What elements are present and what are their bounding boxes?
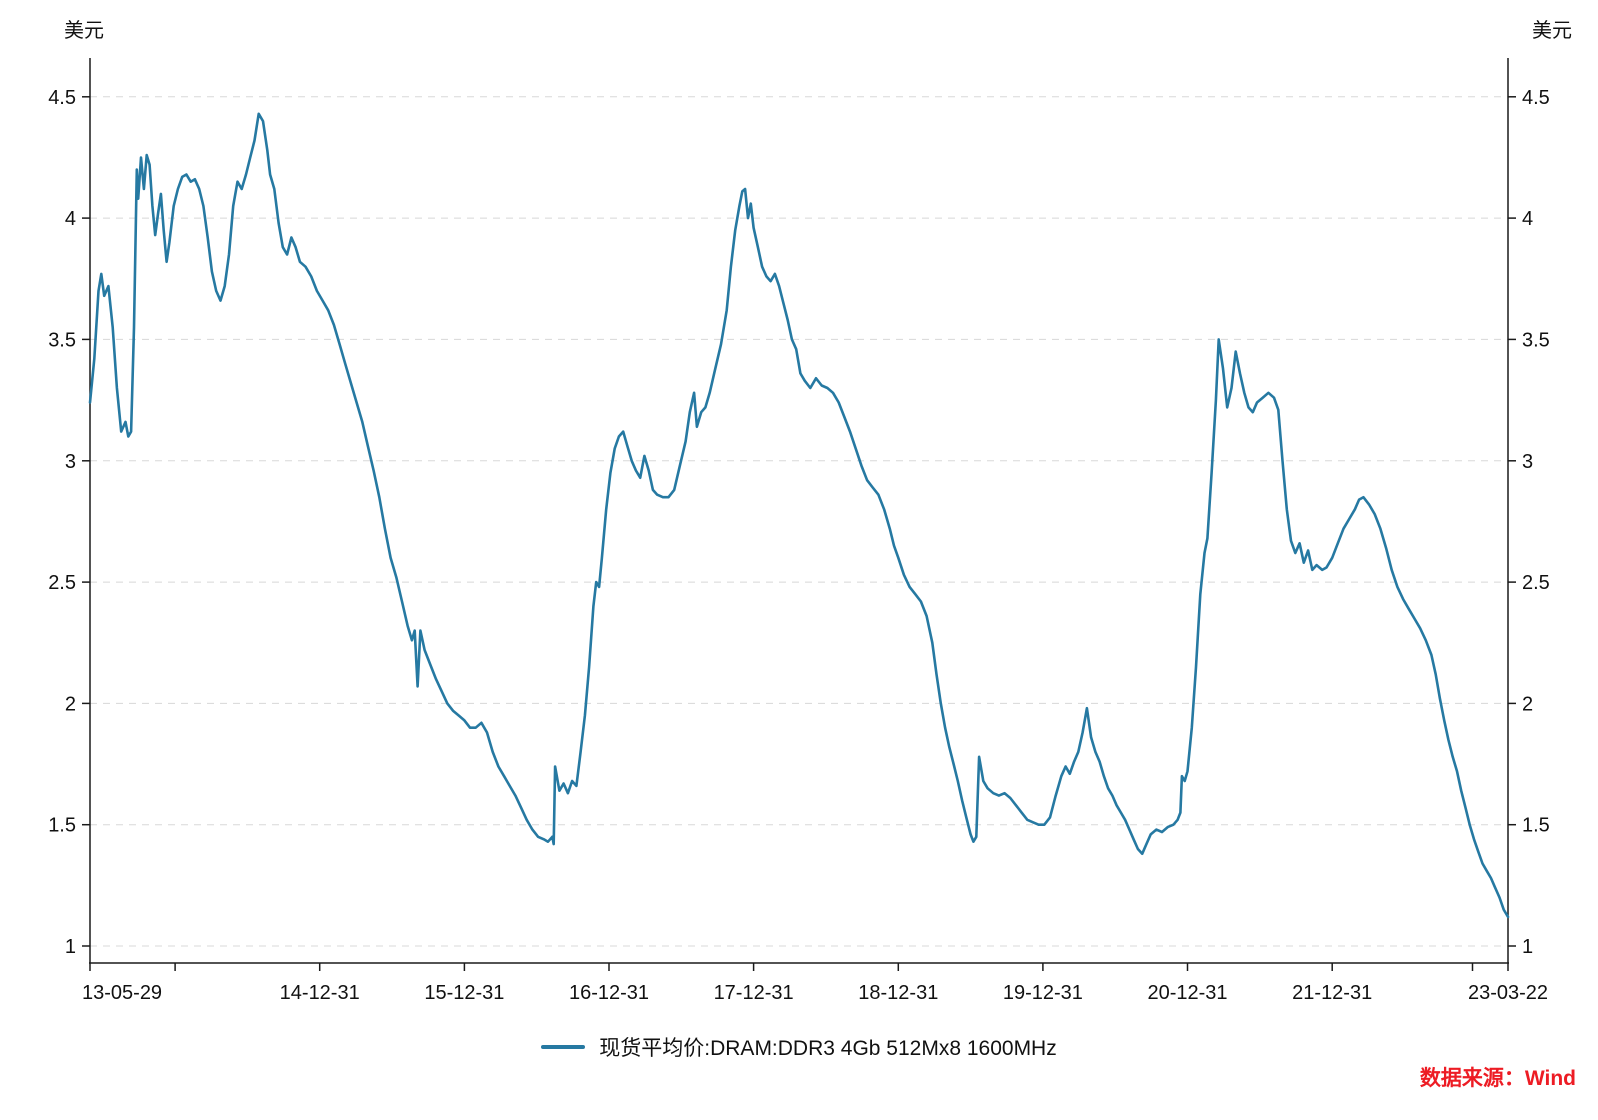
legend: 现货平均价:DRAM:DDR3 4Gb 512Mx8 1600MHz	[0, 1032, 1598, 1062]
x-tick-label: 19-12-31	[1003, 982, 1083, 1004]
y-tick-label-left: 2	[65, 693, 76, 715]
x-tick-label: 16-12-31	[569, 982, 649, 1004]
data-source: 数据来源：Wind	[1419, 1067, 1576, 1090]
y-tick-label-left: 4.5	[48, 87, 76, 109]
y-tick-label-left: 2.5	[48, 572, 76, 594]
y-tick-label-right: 1	[1522, 936, 1533, 958]
y-tick-label-left: 1	[65, 936, 76, 958]
x-tick-label: 23-03-22	[1468, 982, 1548, 1004]
y-tick-label-right: 1.5	[1522, 815, 1550, 837]
x-tick-label: 15-12-31	[424, 982, 504, 1004]
x-tick-label: 18-12-31	[858, 982, 938, 1004]
y-tick-label-left: 4	[65, 208, 76, 230]
y-axis-unit-right: 美元	[1532, 20, 1572, 42]
x-tick-label: 17-12-31	[714, 982, 794, 1004]
dram-price-line-chart: 1 1 1.5 1.5 2 2 2.5 2.5 3 3 3.5 3.5 4 4 4.5 4.5 13-05-29…	[48, 58, 1550, 1004]
y-tick-label-right: 2	[1522, 693, 1533, 715]
y-tick-label-left: 1.5	[48, 815, 76, 837]
x-tick-label: 13-05-29	[82, 982, 162, 1004]
y-tick-label-right: 4	[1522, 208, 1533, 230]
x-tick-label: 14-12-31	[280, 982, 360, 1004]
y-tick-label-right: 4.5	[1522, 87, 1550, 109]
y-tick-label-right: 2.5	[1522, 572, 1550, 594]
y-tick-label-right: 3.5	[1522, 329, 1550, 351]
legend-line-swatch	[541, 1045, 586, 1049]
y-tick-label-left: 3.5	[48, 329, 76, 351]
y-tick-label-left: 3	[65, 451, 76, 473]
y-axis-unit-left: 美元	[64, 20, 104, 42]
y-tick-label-right: 3	[1522, 451, 1533, 473]
x-tick-label: 21-12-31	[1292, 982, 1372, 1004]
price-line	[88, 112, 1510, 919]
x-tick-label: 20-12-31	[1147, 982, 1227, 1004]
legend-label: 现货平均价:DRAM:DDR3 4Gb 512Mx8 1600MHz	[599, 1037, 1057, 1060]
